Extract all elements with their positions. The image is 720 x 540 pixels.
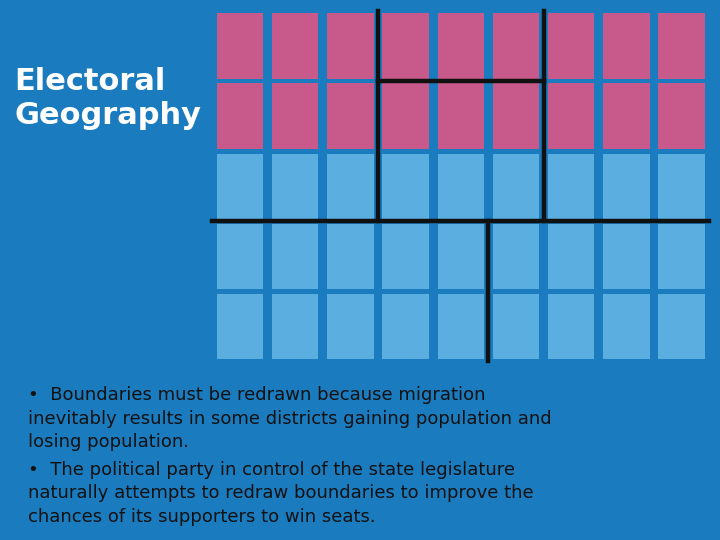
Bar xyxy=(658,14,705,79)
Bar xyxy=(272,224,318,289)
Bar xyxy=(492,84,539,149)
Text: •  Boundaries must be redrawn because migration
inevitably results in some distr: • Boundaries must be redrawn because mig… xyxy=(29,386,552,451)
Bar xyxy=(438,84,484,149)
Bar xyxy=(492,153,539,219)
Bar xyxy=(217,84,264,149)
Bar xyxy=(548,84,595,149)
Text: Electoral
Geography: Electoral Geography xyxy=(14,67,202,130)
Bar xyxy=(438,224,484,289)
Bar xyxy=(548,153,595,219)
Bar xyxy=(603,224,649,289)
Bar xyxy=(382,84,429,149)
Text: •  The political party in control of the state legislature
naturally attempts to: • The political party in control of the … xyxy=(29,461,534,526)
Bar xyxy=(492,14,539,79)
Bar xyxy=(272,14,318,79)
Bar xyxy=(327,14,374,79)
Bar xyxy=(492,224,539,289)
Bar xyxy=(382,224,429,289)
Bar xyxy=(658,153,705,219)
Bar xyxy=(327,153,374,219)
Bar xyxy=(438,14,484,79)
Bar xyxy=(548,224,595,289)
Bar xyxy=(327,84,374,149)
Bar xyxy=(382,294,429,359)
Bar xyxy=(548,294,595,359)
Bar xyxy=(603,84,649,149)
Bar xyxy=(492,294,539,359)
Bar xyxy=(217,294,264,359)
Bar xyxy=(272,294,318,359)
Bar xyxy=(438,153,484,219)
Bar xyxy=(658,224,705,289)
Bar xyxy=(272,153,318,219)
Bar xyxy=(548,14,595,79)
Bar xyxy=(438,294,484,359)
Bar xyxy=(382,14,429,79)
Bar xyxy=(327,294,374,359)
Bar xyxy=(603,294,649,359)
Bar xyxy=(272,84,318,149)
Bar xyxy=(603,14,649,79)
Bar xyxy=(217,224,264,289)
Bar xyxy=(327,224,374,289)
Bar xyxy=(658,294,705,359)
Bar xyxy=(382,153,429,219)
Bar xyxy=(217,14,264,79)
Bar xyxy=(658,84,705,149)
Bar xyxy=(217,153,264,219)
Bar xyxy=(603,153,649,219)
